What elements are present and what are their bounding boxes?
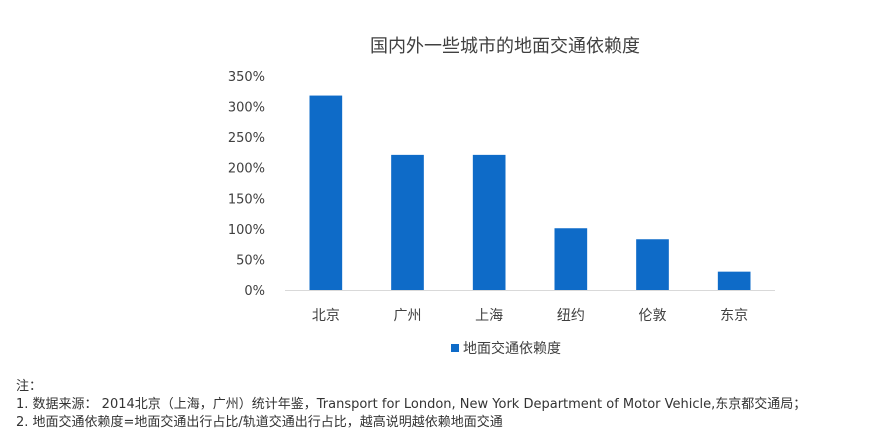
- legend[interactable]: 地面交通依赖度: [451, 340, 561, 357]
- bars: [309, 95, 751, 291]
- x-axis-ticks: 北京 广州 上海 纽约 伦敦 东京: [312, 308, 748, 324]
- note-definition: 2. 地面交通依赖度=地面交通出行占比/轨道交通出行占比，越高说明越依赖地面交通: [16, 415, 503, 430]
- x-tick-label: 东京: [720, 308, 748, 324]
- bar-0: [309, 95, 343, 291]
- x-tick-label: 上海: [475, 308, 503, 324]
- notes-heading: 注：: [16, 379, 43, 394]
- bar-3: [554, 228, 588, 290]
- x-tick-label: 纽约: [557, 308, 585, 324]
- x-tick-label: 广州: [394, 308, 422, 324]
- y-tick-label: 0%: [244, 284, 265, 299]
- y-tick-label: 350%: [228, 70, 265, 85]
- y-tick-label: 100%: [228, 223, 265, 238]
- legend-swatch: [451, 344, 459, 352]
- y-tick-label: 150%: [228, 192, 265, 207]
- x-tick-label: 伦敦: [639, 308, 667, 324]
- footnotes: 注： 1. 数据来源： 2014北京（上海，广州）统计年鉴，Transport …: [16, 378, 806, 432]
- y-tick-label: 50%: [236, 253, 265, 268]
- y-tick-label: 300%: [228, 101, 265, 116]
- y-axis-ticks: 0% 50% 100% 150% 200% 250% 300% 350%: [228, 70, 265, 299]
- bar-5: [717, 271, 751, 290]
- legend-label: 地面交通依赖度: [463, 340, 561, 357]
- chart-title: 国内外一些城市的地面交通依赖度: [370, 36, 640, 57]
- bar-4: [636, 239, 669, 290]
- bar-2: [472, 154, 506, 290]
- bar-1: [391, 154, 424, 290]
- chart: 国内外一些城市的地面交通依赖度 0% 50% 100% 150% 200% 250% 300…: [228, 36, 775, 357]
- x-tick-label: 北京: [312, 308, 340, 324]
- y-tick-label: 200%: [228, 162, 265, 177]
- y-tick-label: 250%: [228, 131, 265, 146]
- note-source: 1. 数据来源： 2014北京（上海，广州）统计年鉴，Transport for…: [16, 397, 807, 412]
